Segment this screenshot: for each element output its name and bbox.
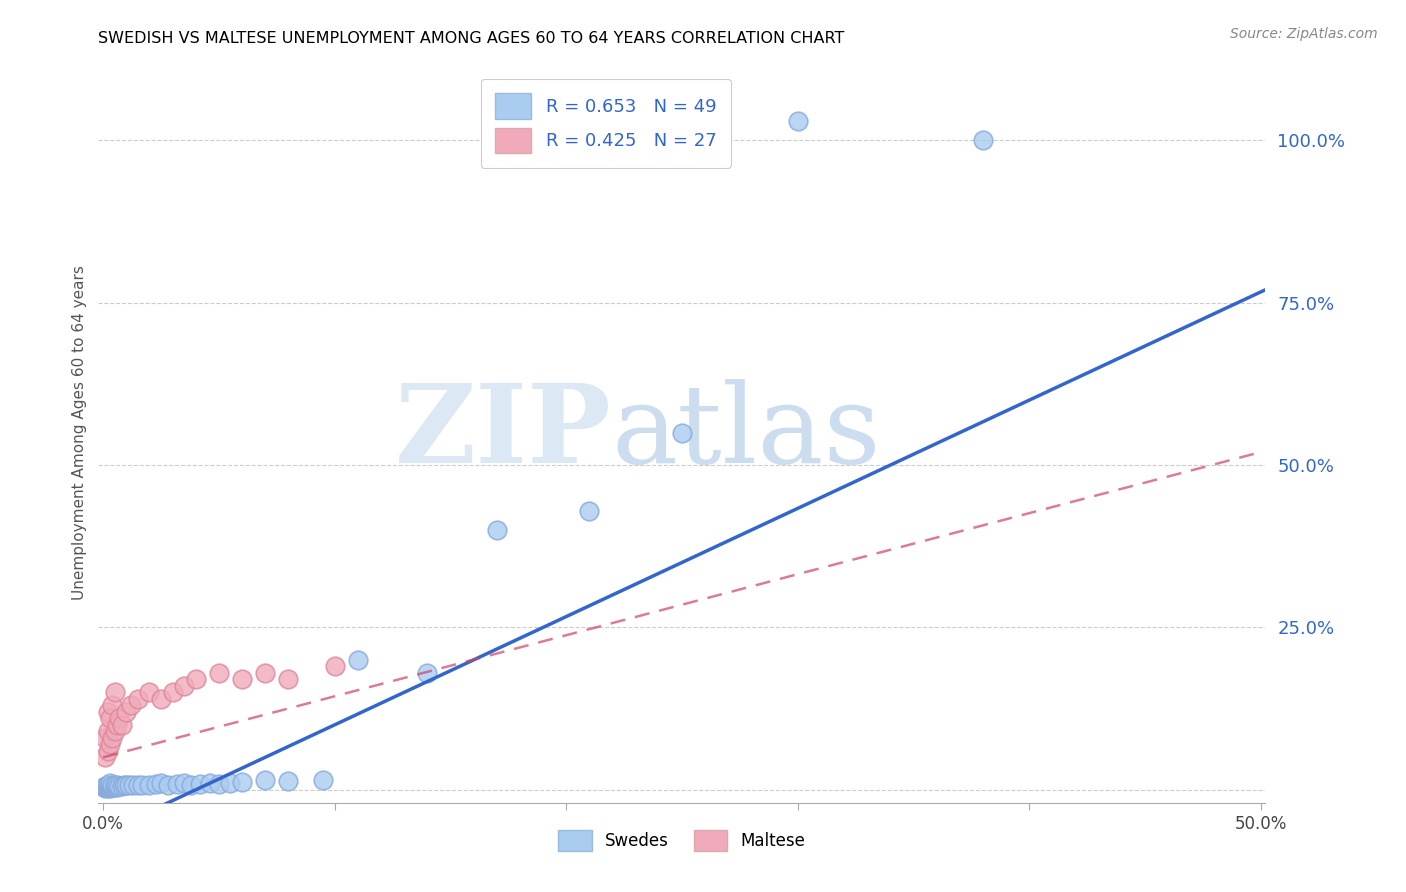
Point	[104, 724, 127, 739]
Point	[485, 523, 508, 537]
Point	[277, 673, 299, 687]
Point	[110, 779, 132, 793]
Y-axis label: Unemployment Among Ages 60 to 64 years: Unemployment Among Ages 60 to 64 years	[72, 265, 87, 600]
Point	[149, 776, 172, 790]
Point	[184, 673, 207, 687]
Point	[173, 679, 195, 693]
Point	[346, 653, 368, 667]
Point	[312, 773, 335, 788]
Point	[104, 779, 127, 793]
Point	[98, 780, 121, 794]
Point	[104, 685, 127, 699]
Point	[94, 750, 117, 764]
Point	[101, 698, 124, 713]
Point	[94, 780, 117, 795]
Point	[671, 425, 693, 440]
Text: Source: ZipAtlas.com: Source: ZipAtlas.com	[1230, 27, 1378, 41]
Point	[138, 778, 160, 792]
Point	[254, 773, 277, 788]
Point	[105, 778, 128, 792]
Point	[131, 778, 153, 792]
Point	[180, 778, 202, 792]
Point	[101, 731, 124, 745]
Point	[104, 780, 127, 795]
Point	[122, 778, 145, 792]
Point	[108, 779, 131, 793]
Point	[98, 778, 121, 792]
Point	[231, 673, 253, 687]
Point	[145, 777, 167, 791]
Point	[127, 692, 149, 706]
Point	[105, 718, 128, 732]
Point	[156, 778, 179, 792]
Point	[94, 779, 117, 793]
Point	[101, 779, 124, 793]
Point	[97, 780, 120, 795]
Point	[98, 776, 121, 790]
Point	[166, 777, 188, 791]
Point	[97, 724, 120, 739]
Text: SWEDISH VS MALTESE UNEMPLOYMENT AMONG AGES 60 TO 64 YEARS CORRELATION CHART: SWEDISH VS MALTESE UNEMPLOYMENT AMONG AG…	[98, 31, 845, 46]
Point	[115, 705, 138, 719]
Point	[97, 705, 120, 719]
Point	[97, 779, 120, 793]
Point	[101, 778, 124, 792]
Point	[162, 685, 184, 699]
Point	[578, 503, 600, 517]
Point	[105, 780, 128, 794]
Legend: Swedes, Maltese: Swedes, Maltese	[551, 823, 813, 857]
Point	[101, 780, 124, 795]
Point	[108, 711, 131, 725]
Point	[127, 778, 149, 792]
Point	[231, 775, 253, 789]
Point	[97, 744, 120, 758]
Point	[98, 711, 121, 725]
Point	[188, 777, 211, 791]
Point	[97, 780, 120, 795]
Point	[323, 659, 346, 673]
Point	[219, 776, 242, 790]
Point	[120, 698, 142, 713]
Point	[117, 778, 139, 792]
Point	[198, 776, 221, 790]
Point	[173, 776, 195, 790]
Point	[112, 778, 135, 792]
Point	[97, 778, 120, 792]
Point	[94, 731, 117, 745]
Point	[208, 665, 231, 680]
Point	[208, 777, 231, 791]
Text: atlas: atlas	[612, 379, 882, 486]
Point	[110, 718, 132, 732]
Point	[115, 778, 138, 792]
Point	[416, 665, 439, 680]
Point	[149, 692, 172, 706]
Point	[277, 774, 299, 789]
Point	[786, 114, 808, 128]
Point	[98, 737, 121, 751]
Point	[104, 778, 127, 792]
Point	[254, 665, 277, 680]
Point	[138, 685, 160, 699]
Text: ZIP: ZIP	[395, 379, 612, 486]
Point	[972, 133, 994, 147]
Point	[94, 780, 117, 795]
Point	[98, 780, 121, 795]
